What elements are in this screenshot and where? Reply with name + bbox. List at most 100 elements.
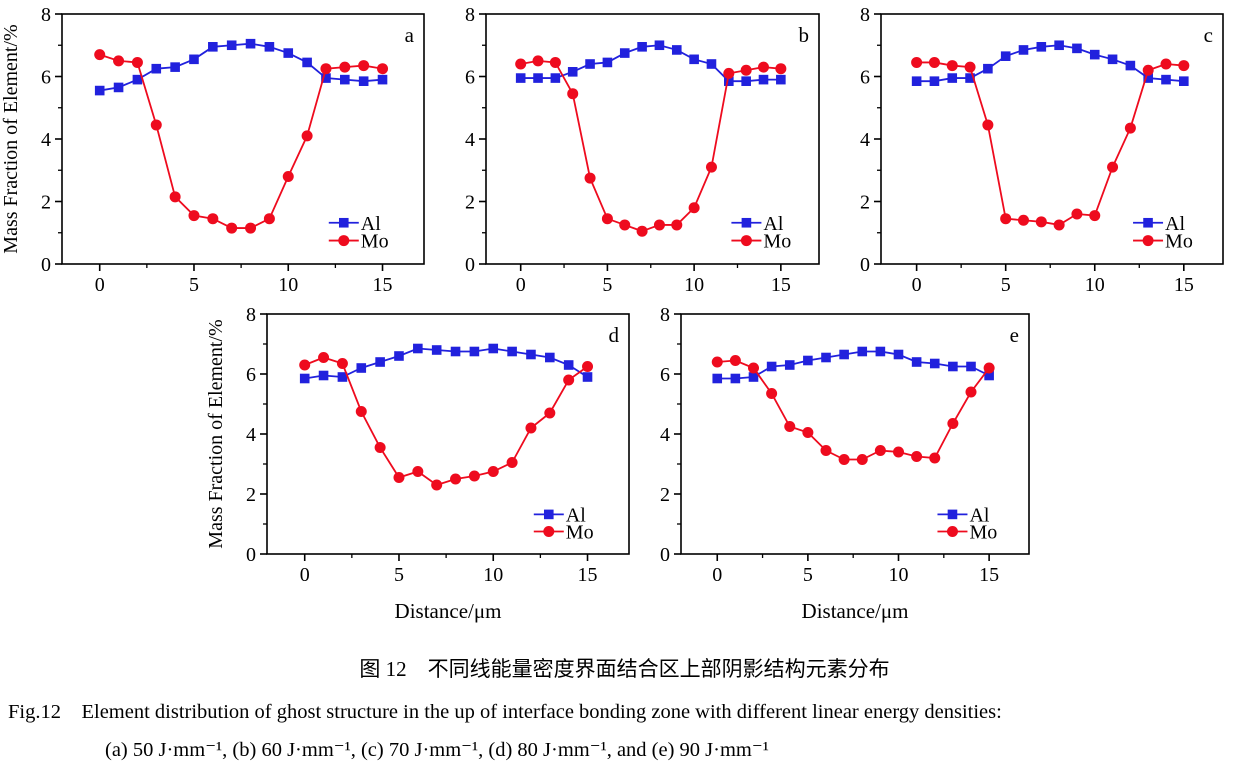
x-tick-label: 5 bbox=[393, 564, 403, 586]
marker-square bbox=[758, 74, 769, 85]
legend-marker-circle bbox=[1142, 235, 1154, 247]
marker-square bbox=[506, 346, 517, 357]
chart-panel-c: 0 5 10 15 0 2 4 6 8 Al Mo c bbox=[845, 0, 1249, 305]
y-tick-label: 8 bbox=[660, 304, 670, 326]
marker-circle bbox=[524, 422, 536, 434]
marker-square bbox=[412, 343, 423, 354]
marker-circle bbox=[515, 58, 527, 70]
marker-circle bbox=[801, 427, 813, 438]
marker-circle bbox=[549, 56, 561, 68]
x-axis-title: Distance/μm bbox=[801, 599, 908, 623]
marker-square bbox=[299, 373, 310, 384]
marker-circle bbox=[711, 356, 723, 368]
marker-circle bbox=[946, 418, 958, 429]
marker-square bbox=[947, 73, 958, 83]
marker-square bbox=[582, 372, 592, 382]
x-tick-label: 5 bbox=[1001, 274, 1011, 296]
panel-letter: e bbox=[1009, 323, 1018, 347]
marker-square bbox=[264, 42, 275, 52]
marker-circle bbox=[758, 61, 769, 73]
marker-square bbox=[377, 74, 388, 85]
x-tick-label: 15 bbox=[771, 274, 791, 296]
marker-circle bbox=[705, 161, 717, 173]
marker-circle bbox=[636, 225, 648, 237]
marker-circle bbox=[982, 119, 994, 131]
marker-circle bbox=[838, 454, 850, 465]
marker-square bbox=[689, 54, 699, 65]
marker-square bbox=[374, 357, 385, 367]
marker-square bbox=[525, 349, 536, 360]
marker-square bbox=[1000, 51, 1011, 61]
marker-circle bbox=[355, 406, 367, 417]
series-Al bbox=[299, 343, 592, 384]
marker-circle bbox=[783, 421, 795, 432]
y-axis-title: Mass Fraction of Element/% bbox=[205, 319, 227, 548]
marker-circle bbox=[263, 213, 275, 225]
marker-square bbox=[856, 346, 867, 357]
y-tick-label: 2 bbox=[246, 484, 256, 506]
marker-square bbox=[654, 40, 665, 51]
y-tick-label: 2 bbox=[860, 192, 870, 214]
x-tick-label: 10 bbox=[684, 274, 704, 296]
y-tick-label: 8 bbox=[246, 304, 256, 326]
marker-square bbox=[1072, 43, 1082, 54]
marker-circle bbox=[487, 466, 499, 477]
marker-circle bbox=[892, 446, 904, 458]
marker-circle bbox=[562, 374, 574, 386]
x-axis: 0 5 10 15 bbox=[95, 264, 393, 296]
series-Al bbox=[94, 38, 388, 96]
marker-square bbox=[724, 76, 734, 86]
marker-square bbox=[355, 363, 366, 373]
x-axis: 0 5 10 15 bbox=[712, 554, 999, 586]
marker-square bbox=[947, 361, 958, 372]
marker-circle bbox=[94, 49, 106, 61]
y-tick-label: 4 bbox=[41, 129, 51, 151]
marker-circle bbox=[1160, 58, 1172, 70]
marker-circle bbox=[468, 470, 480, 482]
marker-square bbox=[487, 343, 498, 354]
x-tick-label: 0 bbox=[299, 564, 309, 586]
panel-letter: c bbox=[1204, 23, 1213, 47]
marker-square bbox=[567, 67, 578, 77]
caption-english-line1: Fig.12 Element distribution of ghost str… bbox=[8, 701, 1002, 723]
y-axis: 0 2 4 6 8 bbox=[465, 4, 486, 276]
y-tick-label: 0 bbox=[465, 254, 475, 276]
marker-square bbox=[838, 349, 849, 360]
x-tick-label: 15 bbox=[1174, 274, 1194, 296]
x-tick-label: 0 bbox=[516, 274, 526, 296]
marker-circle bbox=[336, 358, 348, 369]
marker-circle bbox=[298, 359, 310, 371]
x-tick-label: 5 bbox=[189, 274, 199, 296]
legend-label: Mo bbox=[763, 231, 791, 253]
legend-label: Mo bbox=[1165, 231, 1193, 253]
marker-circle bbox=[430, 479, 442, 491]
y-tick-label: 6 bbox=[465, 67, 475, 89]
marker-square bbox=[730, 373, 740, 384]
y-tick-label: 4 bbox=[860, 129, 870, 151]
series-Mo bbox=[298, 352, 593, 491]
marker-circle bbox=[374, 442, 386, 453]
marker-circle bbox=[339, 61, 351, 73]
legend-marker-square bbox=[1143, 217, 1153, 228]
marker-circle bbox=[910, 451, 922, 462]
marker-square bbox=[983, 63, 993, 74]
series-Mo bbox=[94, 49, 389, 234]
x-tick-label: 15 bbox=[373, 274, 393, 296]
marker-square bbox=[450, 346, 460, 357]
y-axis: 0 2 4 6 8 bbox=[860, 4, 881, 276]
legend-label: Al bbox=[1165, 213, 1185, 235]
marker-square bbox=[776, 74, 786, 85]
chart-row-top: 0 5 10 15 0 2 4 6 8 Al Mo a Mass Fraction of Element… bbox=[0, 0, 1249, 300]
y-axis-title: Mass Fraction of Element/% bbox=[0, 24, 22, 253]
y-tick-label: 0 bbox=[41, 254, 51, 276]
figure-caption: 图 12 不同线能量密度界面结合区上部阴影结构元素分布 Fig.12 Eleme… bbox=[0, 654, 1249, 764]
marker-circle bbox=[506, 457, 518, 468]
x-tick-label: 15 bbox=[577, 564, 597, 586]
